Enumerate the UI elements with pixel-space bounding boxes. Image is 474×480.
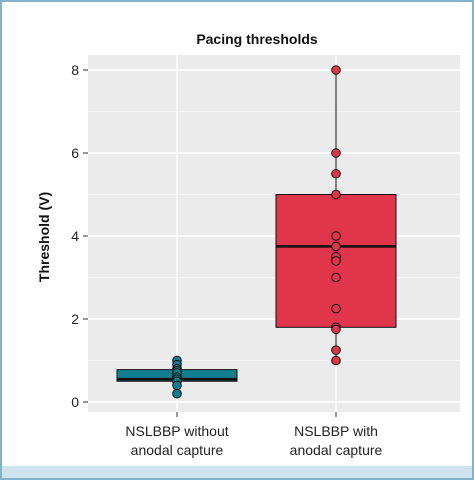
y-axis-title: Threshold (V) (36, 192, 52, 282)
y-tick-label: 6 (71, 145, 79, 161)
point-layer (172, 65, 341, 399)
y-tick-label: 2 (71, 311, 79, 327)
data-point (331, 241, 341, 252)
y-tick-label: 8 (71, 62, 79, 78)
data-point (331, 272, 341, 283)
data-point (331, 168, 341, 179)
y-tick-label: 0 (71, 394, 79, 410)
data-point (172, 388, 182, 399)
caption-strip (2, 466, 472, 478)
y-tick-label: 4 (71, 228, 79, 244)
data-point (331, 148, 341, 158)
data-point (331, 256, 341, 266)
data-point (331, 65, 341, 75)
x-category-label: NSLBBP without anodal capture (125, 423, 228, 458)
data-point (331, 303, 341, 314)
chart-title: Pacing thresholds (196, 31, 318, 47)
data-point (331, 324, 341, 335)
data-point (331, 189, 341, 200)
data-point (331, 355, 341, 366)
axis-layer: 0 2 4 6 8 NSLBBP without anodal capture NSLBBP … (71, 62, 382, 458)
plot-panel (88, 55, 460, 412)
x-category-label: NSLBBP with anodal capture (290, 423, 383, 458)
data-point (172, 380, 182, 391)
data-point (331, 345, 341, 355)
data-point (331, 231, 341, 241)
